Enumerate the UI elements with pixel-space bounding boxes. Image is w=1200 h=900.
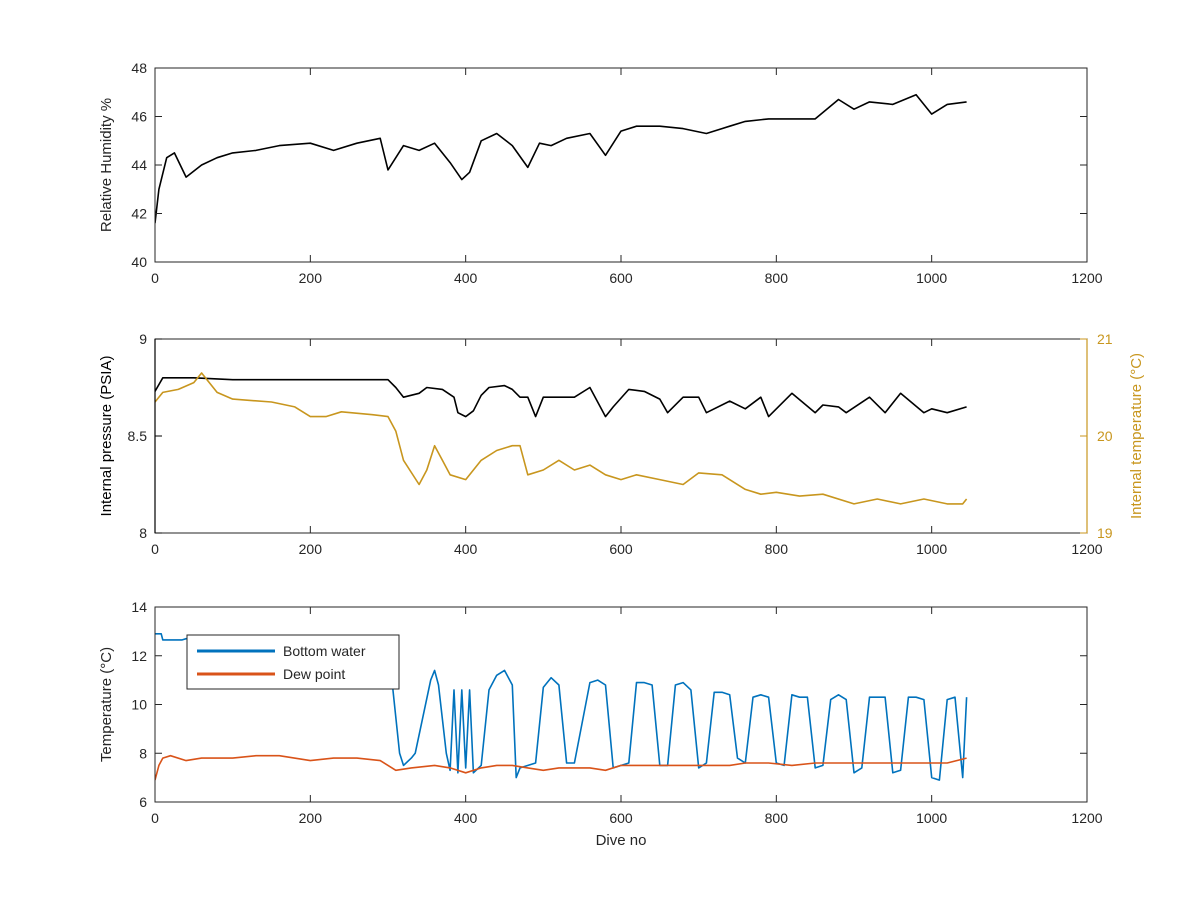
y-tick-label: 42 [131, 206, 147, 222]
x-tick-label: 1000 [916, 810, 947, 826]
x-tick-label: 1000 [916, 541, 947, 557]
series-group [155, 93, 967, 224]
series-line-0-0 [155, 93, 967, 224]
y-tick-label: 9 [139, 331, 147, 347]
series-group [155, 632, 968, 781]
y-tick-label: 8 [139, 525, 147, 541]
x-tick-label: 0 [151, 270, 159, 286]
series-line-1-0 [155, 376, 967, 418]
x-tick-label: 200 [299, 810, 323, 826]
x-tick-label: 400 [454, 270, 478, 286]
x-tick-label: 0 [151, 810, 159, 826]
x-tick-label: 200 [299, 541, 323, 557]
axes-box [154, 67, 1088, 263]
x-tick-label: 200 [299, 270, 323, 286]
legend-label-0: Bottom water [283, 643, 366, 659]
y-tick-label-right: 19 [1097, 525, 1113, 541]
y-axis-label: Internal pressure (PSIA) [98, 356, 115, 517]
panel-top: 0 200 400 600 800 1000 1200 40 42 44 46 48 Relative … [98, 60, 1103, 286]
y-tick-label: 10 [131, 697, 147, 713]
y-tick-label: 8.5 [128, 428, 148, 444]
y-tick-label: 14 [131, 599, 147, 615]
y-axis-label: Relative Humidity % [98, 98, 115, 232]
x-tick-label: 1200 [1071, 810, 1102, 826]
x-tick-label: 600 [609, 270, 633, 286]
x-tick-label: 800 [765, 810, 789, 826]
x-tick-label: 800 [765, 541, 789, 557]
y-tick-label: 6 [139, 794, 147, 810]
panel-bottom: 0 200 400 600 800 1000 1200 6 8 10 12 14 Temperature… [98, 599, 1103, 849]
x-axis-label: Dive no [596, 832, 647, 849]
x-tick-label: 0 [151, 541, 159, 557]
y-tick-label: 48 [131, 60, 147, 76]
x-tick-label: 800 [765, 270, 789, 286]
series-line-1-1 [155, 372, 968, 505]
y-tick-label: 40 [131, 254, 147, 270]
y-tick-label: 8 [139, 745, 147, 761]
series-line-2-1 [155, 754, 967, 781]
legend-box [186, 634, 400, 690]
panel-middle: 0 200 400 600 800 1000 1200 8 8.5 9 19 20 21 Internal… [98, 331, 1145, 557]
series-group [155, 372, 968, 505]
legend-label-1: Dew point [283, 666, 345, 682]
y-tick-label: 12 [131, 648, 147, 664]
x-tick-label: 400 [454, 810, 478, 826]
legend: Bottom water Dew point [186, 634, 400, 690]
y-axis-label-right: Internal temperature (°C) [1128, 353, 1145, 519]
x-tick-label: 600 [609, 541, 633, 557]
x-tick-label: 1200 [1071, 270, 1102, 286]
x-tick-label: 1200 [1071, 541, 1102, 557]
x-tick-label: 1000 [916, 270, 947, 286]
y-tick-label: 46 [131, 109, 147, 125]
y-tick-label: 44 [131, 157, 147, 173]
series-line-2-0 [155, 632, 968, 781]
x-tick-label: 600 [609, 810, 633, 826]
y-tick-label-right: 21 [1097, 331, 1113, 347]
y-tick-label-right: 20 [1097, 428, 1113, 444]
x-tick-label: 400 [454, 541, 478, 557]
y-axis-label: Temperature (°C) [98, 647, 115, 762]
